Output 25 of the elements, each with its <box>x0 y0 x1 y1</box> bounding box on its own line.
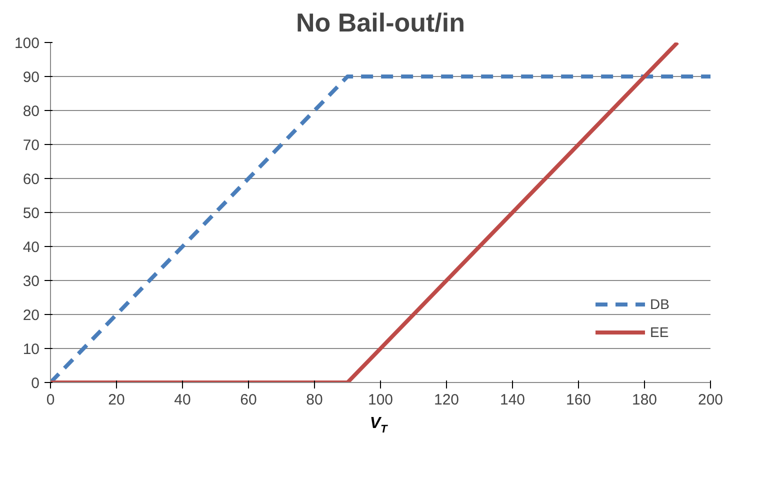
x-tick-label: 140 <box>500 392 526 408</box>
y-tick-label: 0 <box>31 375 40 392</box>
chart-title: No Bail-out/in <box>296 8 465 38</box>
x-tick-label: 100 <box>368 392 394 408</box>
legend-label: DB <box>650 296 670 312</box>
x-tick-label: 40 <box>174 392 191 408</box>
y-tick-label: 50 <box>22 205 40 222</box>
y-tick-label: 80 <box>22 103 40 120</box>
x-tick-label: 0 <box>46 392 55 408</box>
y-tick-label: 20 <box>22 307 40 324</box>
x-tick-label: 180 <box>632 392 658 408</box>
y-tick-label: 40 <box>22 239 40 256</box>
x-tick-label: 120 <box>434 392 460 408</box>
x-tick-label: 20 <box>108 392 125 408</box>
y-tick-label: 30 <box>22 273 40 290</box>
x-tick-label: 160 <box>566 392 592 408</box>
y-tick-label: 10 <box>22 341 40 358</box>
y-tick-label: 100 <box>14 35 40 52</box>
y-tick-label: 90 <box>22 69 40 86</box>
x-tick-label: 60 <box>240 392 257 408</box>
legend-label: EE <box>650 324 670 340</box>
y-tick-label: 60 <box>22 171 40 188</box>
y-tick-label: 70 <box>22 137 40 154</box>
x-tick-label: 80 <box>306 392 323 408</box>
x-tick-label: 200 <box>698 392 724 408</box>
